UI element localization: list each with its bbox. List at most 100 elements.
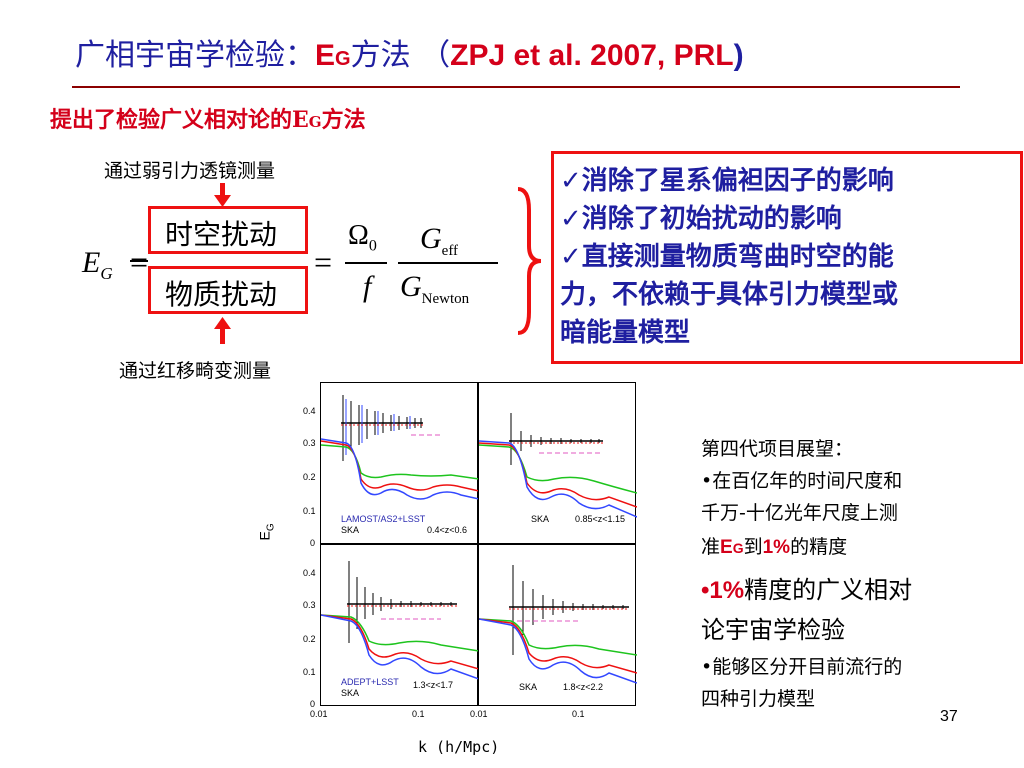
- prospect-1-line-2: 千万-十亿光年尺度上测: [701, 502, 898, 524]
- prospects-heading: 第四代项目展望：: [701, 438, 854, 460]
- subtitle-cn: 提出了检验广义相对论的: [50, 107, 293, 133]
- bottom-note: 通过红移畸变测量: [119, 360, 272, 382]
- panel-label-z: 0.4<z<0.6: [427, 525, 468, 535]
- g-top-sub: eff: [441, 243, 459, 259]
- tick-label: 0.3: [303, 600, 316, 610]
- panel-label-z: 1.3<z<1.7: [413, 680, 454, 690]
- tick-label: 0.3: [303, 438, 316, 448]
- denominator-text: 物质扰动: [165, 278, 278, 311]
- prospect-3-line-1: •能够区分开目前流行的: [701, 656, 903, 678]
- advantage-3-cont: 力，不依赖于具体引力模型或: [560, 280, 899, 310]
- f-term: f: [363, 270, 372, 303]
- panel-curves: [479, 565, 637, 684]
- tick-label: 0: [310, 699, 316, 709]
- panel-label-survey: LAMOST/AS2+LSST: [341, 514, 426, 524]
- g-eff-term: Geff: [420, 222, 458, 260]
- arrows: [214, 183, 231, 344]
- panel-curves: [321, 395, 479, 500]
- slide-title: 广相宇宙学检验：EG方法 （ZPJ et al. 2007, PRL): [75, 30, 744, 74]
- omega-term: Ω0: [348, 220, 377, 256]
- up-arrow-icon: [214, 317, 231, 344]
- panel-label-ska: SKA: [519, 682, 538, 692]
- panel-curves: [479, 413, 637, 518]
- advantage-2: ✓消除了初始扰动的影响: [560, 204, 842, 234]
- g-top: G: [420, 222, 442, 255]
- fraction-bar-omega: [345, 262, 387, 264]
- brace-icon: [517, 187, 542, 335]
- title-close: ): [733, 39, 744, 72]
- tick-label: 0.1: [412, 709, 425, 719]
- fraction-bar-left: [130, 260, 148, 262]
- g-bottom-sub: Newton: [421, 291, 470, 307]
- ylabel-g: G: [265, 523, 277, 532]
- panel-label-z: 0.85<z<1.15: [575, 514, 626, 524]
- panel-label-z: 1.8<z<2.2: [563, 682, 604, 692]
- title-reference: ZPJ et al. 2007, PRL: [450, 39, 734, 72]
- title-divider: [72, 86, 960, 88]
- down-arrow-icon: [214, 183, 231, 207]
- plot-panel-bottom-left: ADEPT+LSST SKA 1.3<z<1.7: [320, 544, 479, 706]
- omega-sub: 0: [368, 237, 377, 255]
- prospect-1-line-1: •在百亿年的时间尺度和: [701, 470, 903, 492]
- prospect-percent: 1%: [762, 537, 791, 558]
- x-axis-label: k (h/Mpc): [418, 738, 500, 756]
- panel-label-ska: SKA: [531, 514, 550, 524]
- tick-label: 0: [310, 538, 316, 548]
- prospect-text: 精度的广义相对: [744, 576, 913, 604]
- lhs-e: E: [82, 246, 101, 279]
- equals-2: =: [314, 244, 333, 280]
- prospect-text: 到: [743, 536, 763, 558]
- prospect-3-line-2: 四种引力模型: [701, 688, 816, 710]
- y-axis-label: EG: [257, 523, 277, 540]
- prospect-2-line-1: •1%精度的广义相对: [701, 570, 912, 605]
- prospect-e: E: [720, 537, 733, 558]
- title-e: E: [315, 39, 336, 72]
- tick-label: 0.4: [303, 406, 316, 416]
- plot-panel-top-right: SKA 0.85<z<1.15: [478, 382, 637, 544]
- plot-panel-top-left: LAMOST/AS2+LSST SKA 0.4<z<0.6: [320, 382, 479, 544]
- numerator-box: 时空扰动: [148, 206, 308, 254]
- page-number: 37: [940, 708, 958, 725]
- prospect-g: G: [732, 540, 744, 556]
- title-cn: 广相宇宙学检验：: [75, 38, 315, 73]
- prospect-1-line-3: 准EG到1%的精度: [701, 532, 847, 559]
- panel-label-survey: ADEPT+LSST: [341, 677, 399, 687]
- g-bottom: G: [400, 270, 422, 303]
- advantage-3-end: 暗能量模型: [560, 318, 691, 348]
- advantage-3: ✓直接测量物质弯曲时空的能: [560, 242, 894, 272]
- panel-label-ska: SKA: [341, 688, 360, 698]
- equals-1: =: [130, 244, 149, 280]
- tick-label: 0.01: [470, 709, 488, 719]
- advantages-box: ✓消除了星系偏袒因子的影响 ✓消除了初始扰动的影响 ✓直接测量物质弯曲时空的能 …: [551, 151, 1023, 364]
- prospect-percent: 1%: [709, 577, 745, 604]
- tick-label: 0.4: [303, 568, 316, 578]
- prospect-2-line-2: 论宇宙学检验: [701, 616, 845, 644]
- denominator-box: 物质扰动: [148, 266, 308, 314]
- g-newton-term: GNewton: [400, 270, 469, 308]
- lhs-eg: EG: [82, 246, 113, 284]
- tick-label: 0.2: [303, 472, 316, 482]
- subtitle-g: G: [308, 113, 322, 131]
- panel-label-ska: SKA: [341, 525, 360, 535]
- subtitle-e: E: [292, 107, 309, 133]
- title-method: 方法 （: [350, 38, 451, 73]
- tick-label: 0.01: [310, 709, 328, 719]
- error-bars-blue: [345, 399, 411, 455]
- ylabel-e: E: [256, 531, 273, 541]
- title-g: G: [335, 48, 351, 70]
- prospect-bullet: •: [701, 577, 710, 604]
- plot-panel-bottom-right: SKA 1.8<z<2.2: [478, 544, 637, 706]
- subtitle-end: 方法: [321, 107, 366, 133]
- prospect-text: 的精度: [790, 536, 848, 558]
- omega: Ω: [348, 220, 369, 251]
- error-bars: [509, 413, 603, 465]
- tick-label: 0.1: [303, 667, 316, 677]
- tick-label: 0.2: [303, 634, 316, 644]
- slide-subtitle: 提出了检验广义相对论的EG方法: [50, 102, 366, 134]
- tick-label: 0.1: [303, 506, 316, 516]
- advantage-1: ✓消除了星系偏袒因子的影响: [560, 166, 894, 196]
- fraction-bar-g: [398, 262, 498, 264]
- panel-curves: [321, 561, 479, 680]
- tick-label: 0.1: [572, 709, 585, 719]
- error-bars: [509, 565, 629, 655]
